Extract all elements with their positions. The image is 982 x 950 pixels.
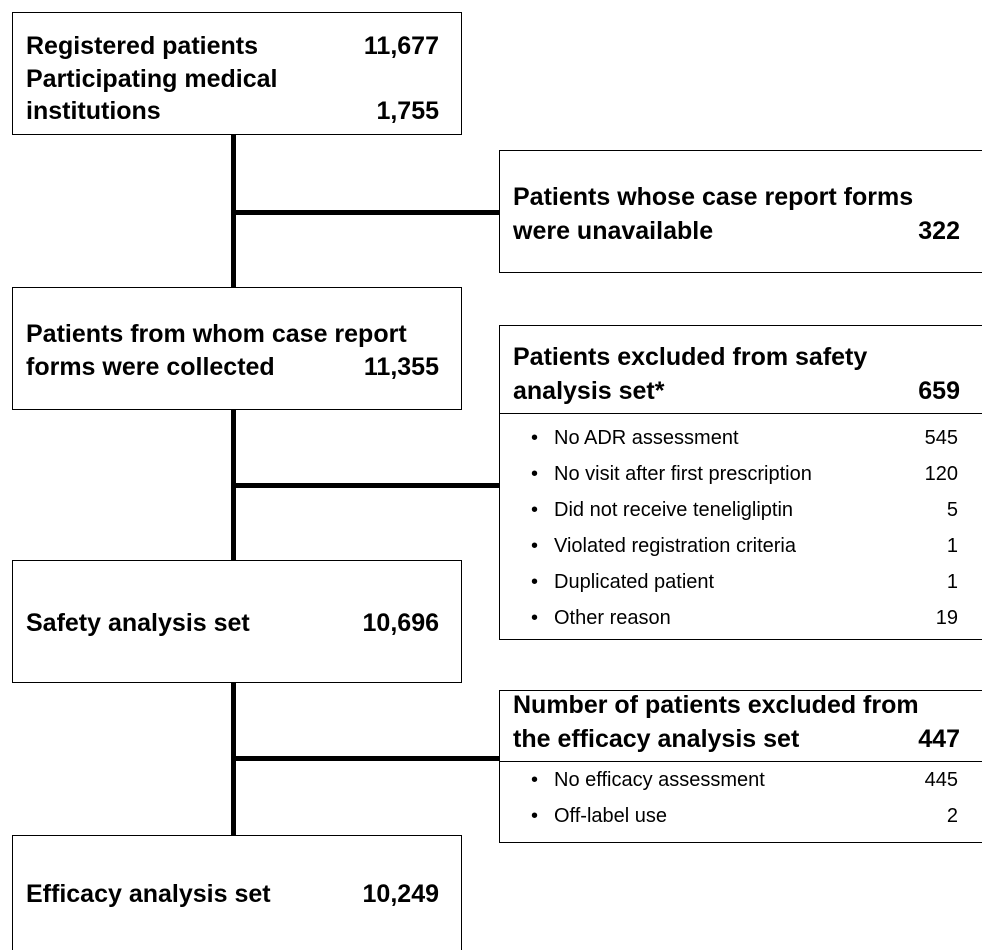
list-item: Duplicated patient 1 bbox=[531, 569, 958, 595]
row-label: Efficacy analysis set bbox=[26, 880, 271, 908]
row-label: forms were collected bbox=[26, 353, 275, 381]
branch-line bbox=[231, 210, 501, 215]
box-row: the efficacy analysis set 447 bbox=[513, 724, 960, 754]
row-label: Patients excluded from safety bbox=[513, 343, 868, 371]
flow-box: Safety analysis set 10,696 bbox=[12, 560, 462, 683]
box-row: were unavailable 322 bbox=[513, 216, 960, 246]
item-label: Did not receive teneligliptin bbox=[554, 499, 794, 521]
box-row: Patients excluded from safety bbox=[513, 342, 960, 372]
flow-box: Registered patients 11,677 Participating m… bbox=[12, 12, 462, 135]
row-value: 1,755 bbox=[376, 97, 439, 125]
list-item: Other reason 19 bbox=[531, 605, 958, 631]
list-item: Off-label use 2 bbox=[531, 803, 958, 829]
item-label: Other reason bbox=[554, 607, 671, 629]
list-item: No visit after first prescription 120 bbox=[531, 461, 958, 487]
item-value: 1 bbox=[946, 571, 958, 593]
row-label: Patients from whom case report bbox=[26, 320, 407, 348]
box-row: Patients whose case report forms bbox=[513, 182, 960, 212]
item-label: Off-label use bbox=[554, 805, 668, 827]
item-label: No visit after first prescription bbox=[554, 463, 812, 485]
row-label: the efficacy analysis set bbox=[513, 725, 800, 753]
separator bbox=[500, 761, 982, 762]
row-label: were unavailable bbox=[513, 217, 714, 245]
item-value: 445 bbox=[924, 769, 958, 791]
box-row: forms were collected 11,355 bbox=[26, 352, 439, 382]
item-value: 545 bbox=[924, 427, 958, 449]
box-row: analysis set* 659 bbox=[513, 376, 960, 406]
row-value: 447 bbox=[918, 725, 960, 753]
item-value: 2 bbox=[946, 805, 958, 827]
branch-line bbox=[231, 483, 501, 488]
row-value: 11,355 bbox=[363, 353, 439, 381]
item-value: 5 bbox=[946, 499, 958, 521]
item-label: No efficacy assessment bbox=[554, 769, 765, 791]
item-value: 120 bbox=[924, 463, 958, 485]
row-label: Safety analysis set bbox=[26, 609, 250, 637]
branch-line bbox=[231, 756, 501, 761]
box-row: Participating medical bbox=[26, 64, 439, 94]
separator bbox=[500, 413, 982, 414]
item-value: 1 bbox=[946, 535, 958, 557]
row-value: 10,249 bbox=[362, 880, 439, 908]
flow-box: Efficacy analysis set 10,249 bbox=[12, 835, 462, 950]
box-row: Safety analysis set 10,696 bbox=[26, 608, 439, 638]
row-label: Number of patients excluded from bbox=[513, 691, 919, 719]
box-row: Patients from whom case report bbox=[26, 319, 439, 349]
row-label: Registered patients bbox=[26, 32, 259, 60]
flow-box: Patients from whom case report forms were… bbox=[12, 287, 462, 410]
item-label: No ADR assessment bbox=[554, 427, 739, 449]
row-label: Participating medical bbox=[26, 65, 278, 93]
box-row: Registered patients 11,677 bbox=[26, 31, 439, 61]
list-item: Did not receive teneligliptin 5 bbox=[531, 497, 958, 523]
row-value: 322 bbox=[918, 217, 960, 245]
flow-box: Patients excluded from safety analysis se… bbox=[499, 325, 982, 640]
item-value: 19 bbox=[935, 607, 958, 629]
row-value: 659 bbox=[918, 377, 960, 405]
row-value: 11,677 bbox=[363, 32, 439, 60]
row-value: 10,696 bbox=[362, 609, 439, 637]
item-label: Duplicated patient bbox=[554, 571, 715, 593]
item-label: Violated registration criteria bbox=[554, 535, 796, 557]
list-item: No efficacy assessment 445 bbox=[531, 767, 958, 793]
flow-box: Number of patients excluded from the effi… bbox=[499, 690, 982, 843]
list-item: Violated registration criteria 1 bbox=[531, 533, 958, 559]
row-label: Patients whose case report forms bbox=[513, 183, 914, 211]
list-item: No ADR assessment 545 bbox=[531, 425, 958, 451]
box-row: institutions 1,755 bbox=[26, 96, 439, 126]
row-label: institutions bbox=[26, 97, 161, 125]
box-row: Number of patients excluded from bbox=[513, 690, 960, 720]
flow-box: Patients whose case report forms were una… bbox=[499, 150, 982, 273]
box-row: Efficacy analysis set 10,249 bbox=[26, 879, 439, 909]
row-label: analysis set* bbox=[513, 377, 665, 405]
